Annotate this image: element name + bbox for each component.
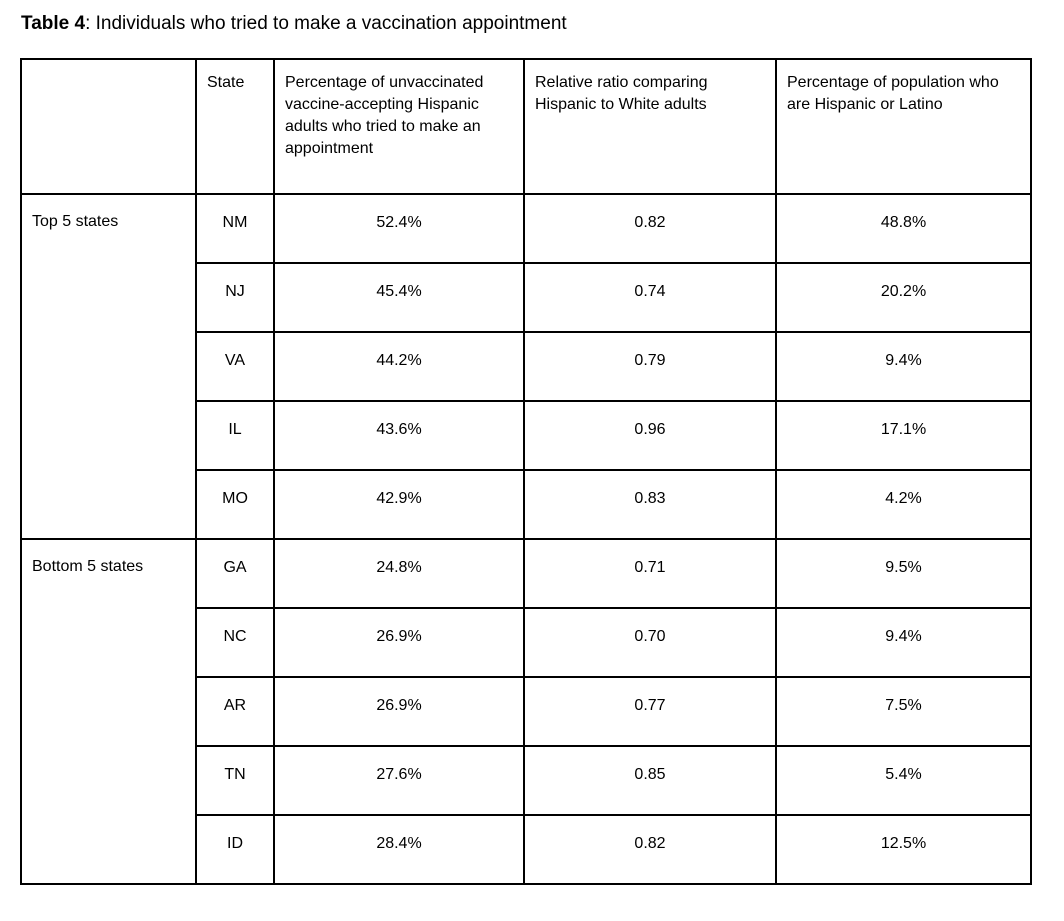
state-cell: IL (195, 399, 275, 471)
table-row-nm: Top 5 states NM 52.4% 0.82 48.8% (20, 192, 1032, 540)
ratio-cell: 0.77 (523, 675, 777, 747)
table-row-il: IL 43.6% 0.96 17.1% (21, 399, 1032, 471)
state-cell: VA (195, 330, 275, 402)
pct-hispanic-cell: 7.5% (775, 675, 1032, 747)
pct-tried-cell: 52.4% (273, 192, 525, 264)
row-group-top-5-states: Top 5 states (20, 192, 197, 540)
state-cell: NC (195, 606, 275, 678)
pct-tried-cell: 42.9% (273, 468, 525, 540)
pct-hispanic-cell: 9.4% (775, 606, 1032, 678)
table-row-id: ID 28.4% 0.82 12.5% (21, 813, 1032, 885)
pct-hispanic-cell: 9.5% (775, 537, 1032, 609)
pct-hispanic-cell: 12.5% (775, 813, 1032, 885)
ratio-cell: 0.82 (523, 813, 777, 885)
pct-hispanic-cell: 48.8% (775, 192, 1032, 264)
ratio-cell: 0.70 (523, 606, 777, 678)
ratio-cell: 0.83 (523, 468, 777, 540)
pct-tried-cell: 26.9% (273, 675, 525, 747)
state-cell: ID (195, 813, 275, 885)
header-cell-pct-tried: Percentage of unvaccinated vaccine-accep… (273, 57, 525, 195)
pct-tried-cell: 24.8% (273, 537, 525, 609)
table-row-nj: NJ 45.4% 0.74 20.2% (21, 261, 1032, 333)
state-cell: TN (195, 744, 275, 816)
header-cell-group (20, 57, 197, 195)
table-caption: Table 4: Individuals who tried to make a… (21, 12, 1064, 36)
pct-tried-cell: 45.4% (273, 261, 525, 333)
row-group-bottom-5-states: Bottom 5 states (20, 537, 197, 885)
pct-tried-cell: 28.4% (273, 813, 525, 885)
ratio-cell: 0.85 (523, 744, 777, 816)
ratio-cell: 0.96 (523, 399, 777, 471)
ratio-cell: 0.79 (523, 330, 777, 402)
pct-hispanic-cell: 9.4% (775, 330, 1032, 402)
table-header-row: State Percentage of unvaccinated vaccine… (20, 57, 1032, 195)
state-cell: GA (195, 537, 275, 609)
header-cell-state: State (195, 57, 275, 195)
pct-hispanic-cell: 17.1% (775, 399, 1032, 471)
table-caption-text: : Individuals who tried to make a vaccin… (85, 13, 567, 34)
table-caption-label: Table 4 (21, 13, 86, 34)
vaccination-table: State Percentage of unvaccinated vaccine… (20, 57, 1032, 885)
header-cell-ratio: Relative ratio comparing Hispanic to Whi… (523, 57, 777, 195)
pct-hispanic-cell: 5.4% (775, 744, 1032, 816)
table-row-tn: TN 27.6% 0.85 5.4% (21, 744, 1032, 816)
pct-tried-cell: 27.6% (273, 744, 525, 816)
ratio-cell: 0.71 (523, 537, 777, 609)
table-row-va: VA 44.2% 0.79 9.4% (21, 330, 1032, 402)
state-cell: NJ (195, 261, 275, 333)
pct-hispanic-cell: 20.2% (775, 261, 1032, 333)
state-cell: NM (195, 192, 275, 264)
table-row-ga: Bottom 5 states GA 24.8% 0.71 9.5% (20, 537, 1032, 885)
pct-hispanic-cell: 4.2% (775, 468, 1032, 540)
ratio-cell: 0.82 (523, 192, 777, 264)
table-row-ar: AR 26.9% 0.77 7.5% (21, 675, 1032, 747)
state-cell: AR (195, 675, 275, 747)
pct-tried-cell: 26.9% (273, 606, 525, 678)
ratio-cell: 0.74 (523, 261, 777, 333)
table-row-mo: MO 42.9% 0.83 4.2% (21, 468, 1032, 540)
pct-tried-cell: 43.6% (273, 399, 525, 471)
table-row-nc: NC 26.9% 0.70 9.4% (21, 606, 1032, 678)
state-cell: MO (195, 468, 275, 540)
pct-tried-cell: 44.2% (273, 330, 525, 402)
header-cell-pct-hispanic: Percentage of population who are Hispani… (775, 57, 1032, 195)
